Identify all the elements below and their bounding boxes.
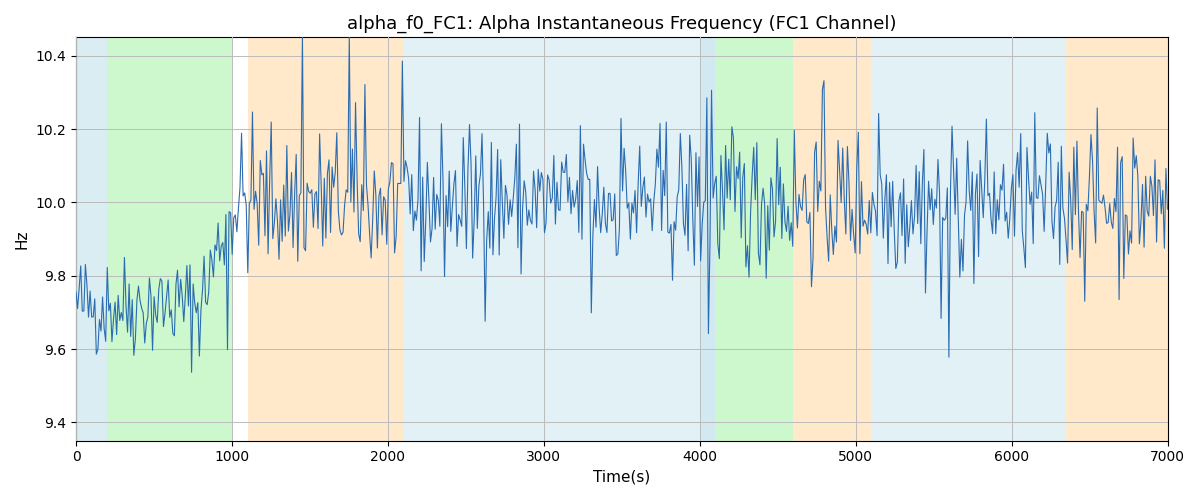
Bar bbox=[700, 38, 715, 440]
Bar bbox=[871, 38, 1066, 440]
X-axis label: Time(s): Time(s) bbox=[593, 470, 650, 485]
Bar bbox=[247, 38, 403, 440]
Title: alpha_f0_FC1: Alpha Instantaneous Frequency (FC1 Channel): alpha_f0_FC1: Alpha Instantaneous Freque… bbox=[347, 15, 896, 34]
Bar bbox=[403, 38, 700, 440]
Bar bbox=[107, 38, 232, 440]
Bar bbox=[1066, 38, 1183, 440]
Bar bbox=[715, 38, 793, 440]
Bar bbox=[76, 38, 107, 440]
Bar bbox=[793, 38, 871, 440]
Y-axis label: Hz: Hz bbox=[14, 230, 30, 249]
